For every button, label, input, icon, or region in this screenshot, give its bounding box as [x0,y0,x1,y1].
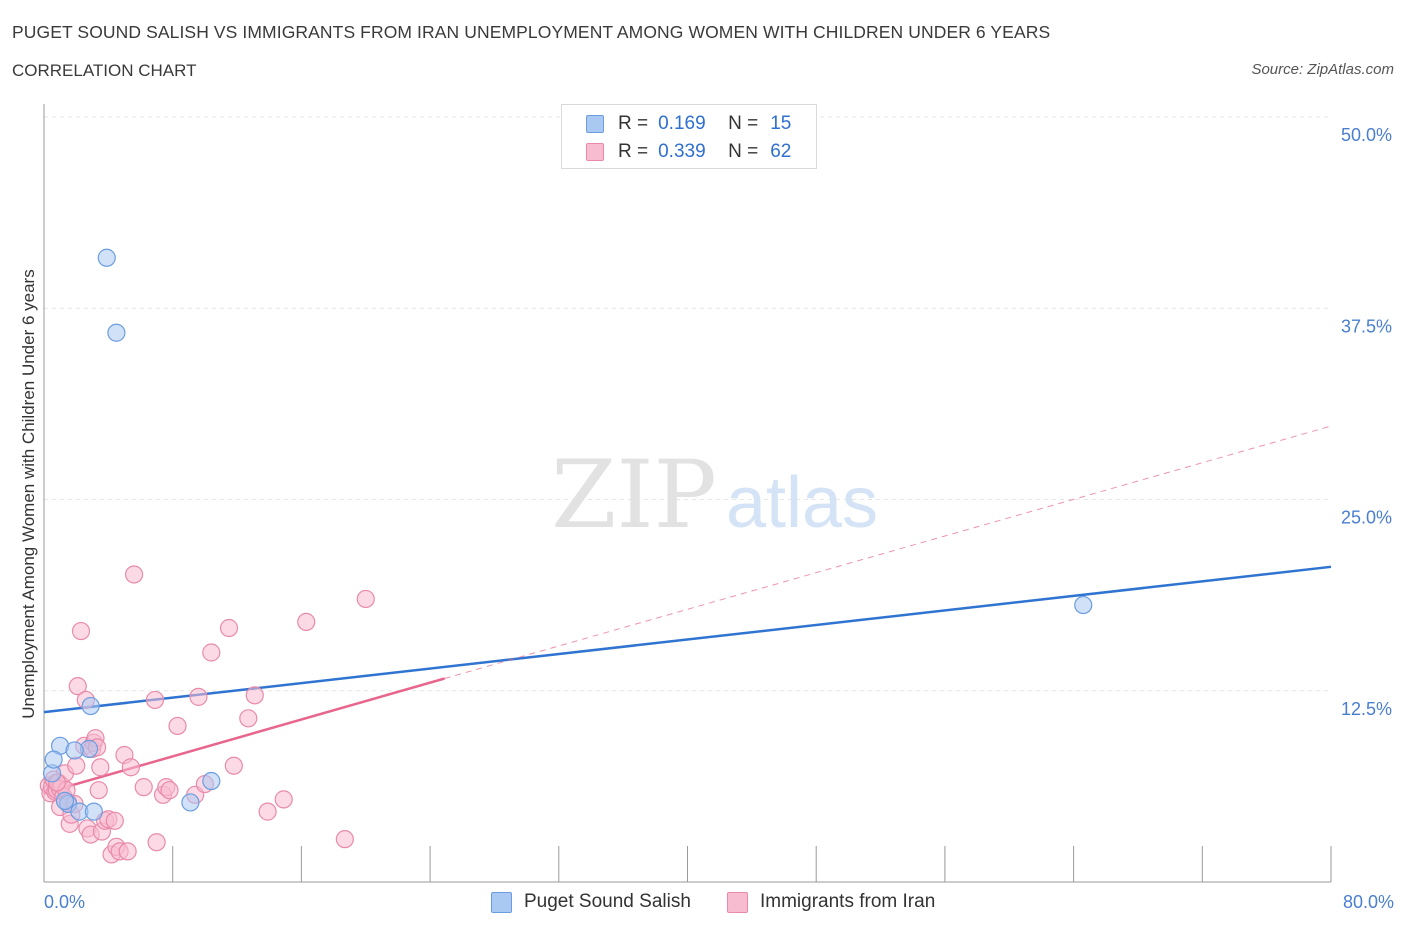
legend-row-immigrants-from-iran: R = 0.339 N = 62 [586,141,791,163]
correlation-legend: R = 0.169 N = 15 R = 0.339 N = 62 [561,104,817,169]
data-point [84,802,103,821]
chart-source: Source: ZipAtlas.com [1251,61,1394,78]
axes [43,104,1332,883]
data-point [202,771,221,791]
data-point [121,758,140,777]
x-tick-label: 0.0% [44,892,85,912]
data-point [189,687,208,706]
y-tick-label: 50.0% [1341,125,1392,145]
data-point [224,756,243,775]
data-point [297,612,316,632]
y-tick-label: 37.5% [1341,316,1392,336]
data-point [356,589,375,609]
y-tick-label: 25.0% [1341,508,1392,528]
data-point [107,323,126,342]
grid [44,116,1331,692]
bottom-legend-swatch-immigrants-from-iran [727,891,748,913]
data-point [168,716,187,736]
legend-n-value: 62 [770,141,792,162]
data-point [124,565,144,584]
trend-line [43,677,445,795]
data-points [39,248,1093,864]
legend-r-value: 0.169 [658,113,706,134]
data-point [97,248,116,267]
tick-labels: 12.5% 25.0% 37.5% 50.0% 0.0% 80.0% [44,125,1394,912]
data-point [71,621,91,641]
x-tick-label: 80.0% [1343,892,1394,912]
data-point [258,802,277,821]
chart-title: PUGET SOUND SALISH VS IMMIGRANTS FROM IR… [12,22,1051,42]
data-point [274,790,293,809]
data-point [105,811,124,830]
data-point [55,791,75,811]
data-point [68,677,87,696]
legend-n-value: 15 [770,113,792,134]
bottom-legend-immigrants-from-iran: Immigrants from Iran [727,889,935,915]
data-point [239,709,258,728]
legend-n-label: N = [728,113,759,134]
data-point [134,778,153,797]
data-point [1074,595,1093,615]
data-point [118,842,137,861]
data-point [160,781,179,800]
y-axis-label: Unemployment Among Women with Children U… [19,269,38,719]
data-point [91,758,110,777]
data-point [67,756,86,775]
y-tick-label: 12.5% [1341,699,1392,719]
legend-swatch-puget-sound-salish [586,115,604,133]
data-point [181,793,200,812]
data-point [89,781,108,800]
bottom-legend-label: Puget Sound Salish [524,891,691,912]
data-point [202,643,221,662]
data-point [44,750,63,769]
watermark-atlas: atlas [726,463,878,543]
watermark-zip: ZIP [551,441,717,550]
data-point [219,618,239,638]
data-point [81,696,100,716]
legend-r-label: R = [618,113,649,134]
watermark: ZIP atlas [551,441,878,550]
data-point [335,830,354,849]
data-point [65,741,84,760]
bottom-legend-puget-sound-salish: Puget Sound Salish [491,889,691,915]
legend-r-value: 0.339 [658,141,706,162]
bottom-legend-swatch-puget-sound-salish [491,891,512,913]
data-point [147,833,166,852]
data-point [145,690,165,710]
data-point [245,686,264,705]
legend-row-puget-sound-salish: R = 0.169 N = 15 [586,113,791,135]
legend-swatch-immigrants-from-iran [586,143,604,161]
bottom-legend-label: Immigrants from Iran [760,891,936,912]
legend-r-label: R = [618,141,649,162]
chart-subtitle: CORRELATION CHART [12,61,197,80]
legend-n-label: N = [728,141,759,162]
